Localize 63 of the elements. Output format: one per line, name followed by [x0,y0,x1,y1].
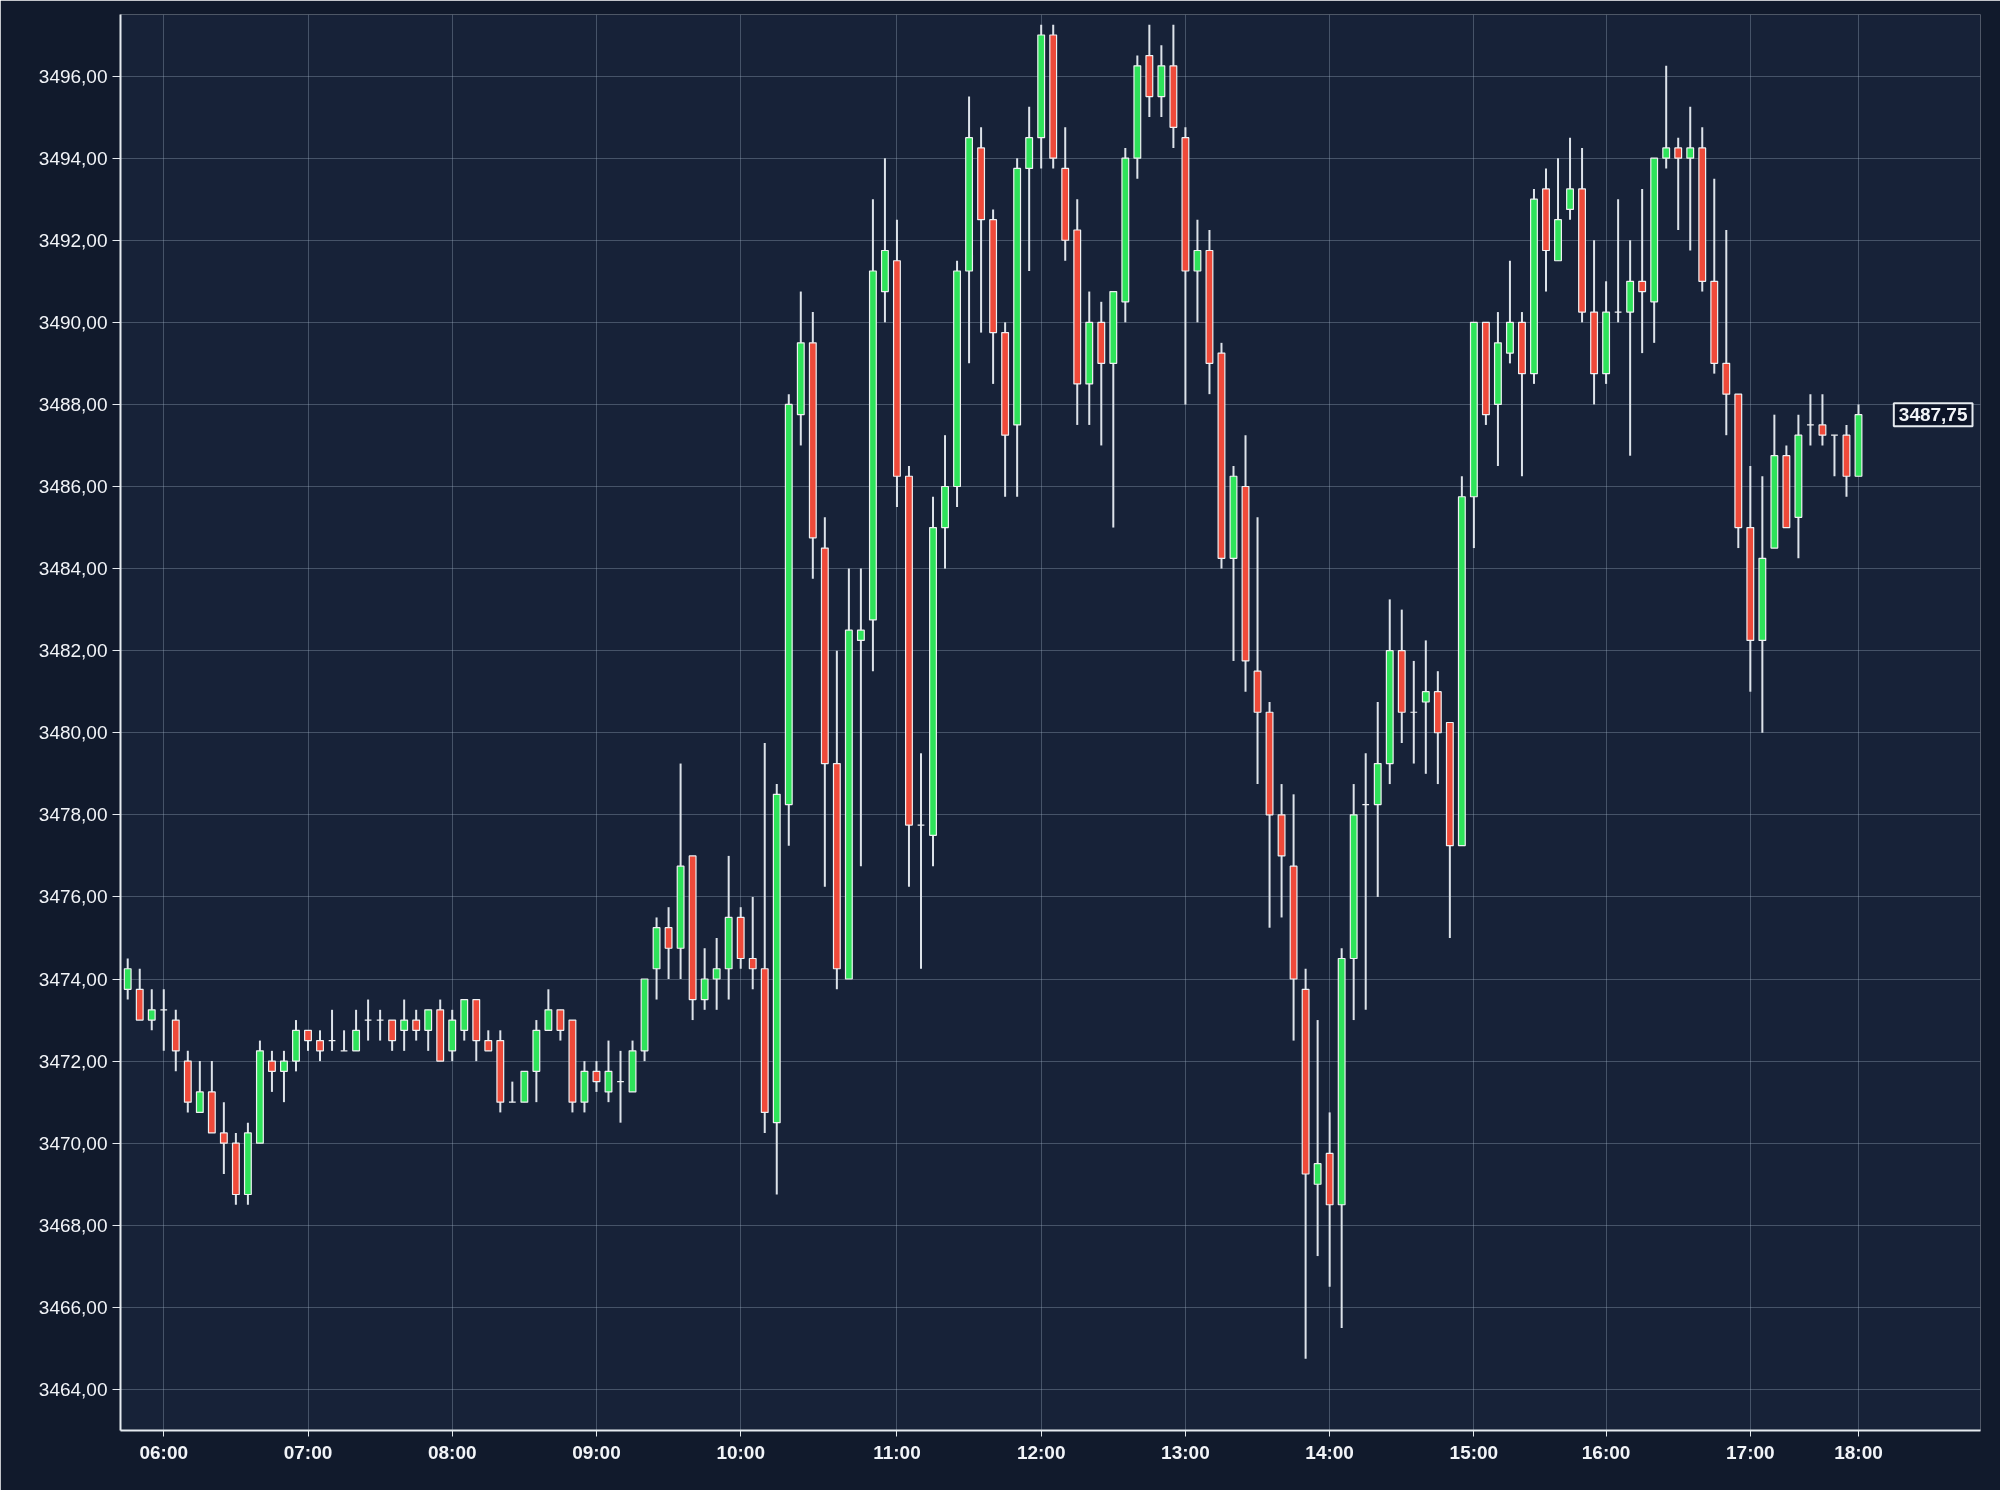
y-tick-label: 3496,00 [38,65,108,87]
y-tick-label: 3464,00 [38,1378,108,1400]
x-tick-label: 06:00 [139,1441,189,1463]
x-tick-label: 14:00 [1305,1441,1354,1463]
y-tick-label: 3482,00 [38,640,108,662]
y-tick-label: 3470,00 [38,1132,108,1154]
candlestick [412,1008,421,1042]
y-tick-label: 3486,00 [38,476,108,497]
y-tick-label: 3474,00 [38,968,108,990]
y-tick-label: 3466,00 [38,1296,108,1318]
candlestick [388,1019,397,1052]
candlestick [556,1008,565,1042]
x-tick-label: 13:00 [1161,1441,1210,1463]
candlestick [1193,218,1202,324]
candlestick [1313,1019,1322,1258]
x-tick-label: 11:00 [873,1441,921,1463]
y-tick-label: 3494,00 [38,147,108,169]
y-tick-label: 3480,00 [38,722,108,744]
candlestick [700,947,709,1011]
candlestick [592,1060,601,1093]
candlestick [280,1049,288,1104]
candlestick [424,1008,433,1052]
candlestick [304,1029,312,1052]
candlestick [544,988,553,1032]
candlestick [1674,136,1683,231]
candlestick [1686,105,1695,252]
x-tick-label: 18:00 [1834,1441,1883,1463]
x-tick-label: 10:00 [716,1441,766,1463]
candlestick [856,567,865,868]
x-tick-label: 09:00 [572,1441,621,1463]
candlestick [267,1049,276,1093]
x-tick-label: 15:00 [1449,1441,1499,1463]
candlestick [748,895,757,991]
x-tick-label: 08:00 [427,1441,477,1463]
x-tick-label: 07:00 [283,1441,333,1463]
candlestick [1421,639,1430,775]
x-tick-label: 12:00 [1016,1441,1066,1463]
y-tick-label: 3472,00 [38,1050,108,1072]
candlestick [400,998,409,1052]
candlestick [1662,64,1671,170]
y-tick-label: 3488,00 [38,393,108,415]
y-tick-label: 3490,00 [38,311,108,333]
y-tick-label: 3484,00 [38,558,108,580]
candlestick [147,988,156,1032]
text: 3487,75 [1898,404,1968,426]
candlestick [219,1101,228,1175]
candlestick [195,1060,204,1114]
candlestick [1638,187,1647,355]
y-tick-label: 3478,00 [38,804,108,826]
y-tick-label: 3492,00 [38,229,108,251]
candlestick [316,1029,324,1063]
x-tick-label: 16:00 [1581,1441,1631,1463]
candlestick [1566,136,1574,221]
y-tick-label: 3468,00 [38,1214,108,1236]
candlestick [352,1008,361,1052]
x-tick-label: 17:00 [1726,1441,1775,1463]
candlestick [1818,393,1827,447]
candlestick [604,1039,613,1104]
y-tick-label: 3476,00 [38,886,108,908]
candlestick [712,936,721,1011]
candlestick [123,957,132,1001]
candlestick [664,906,673,981]
candlestick [484,1029,493,1052]
